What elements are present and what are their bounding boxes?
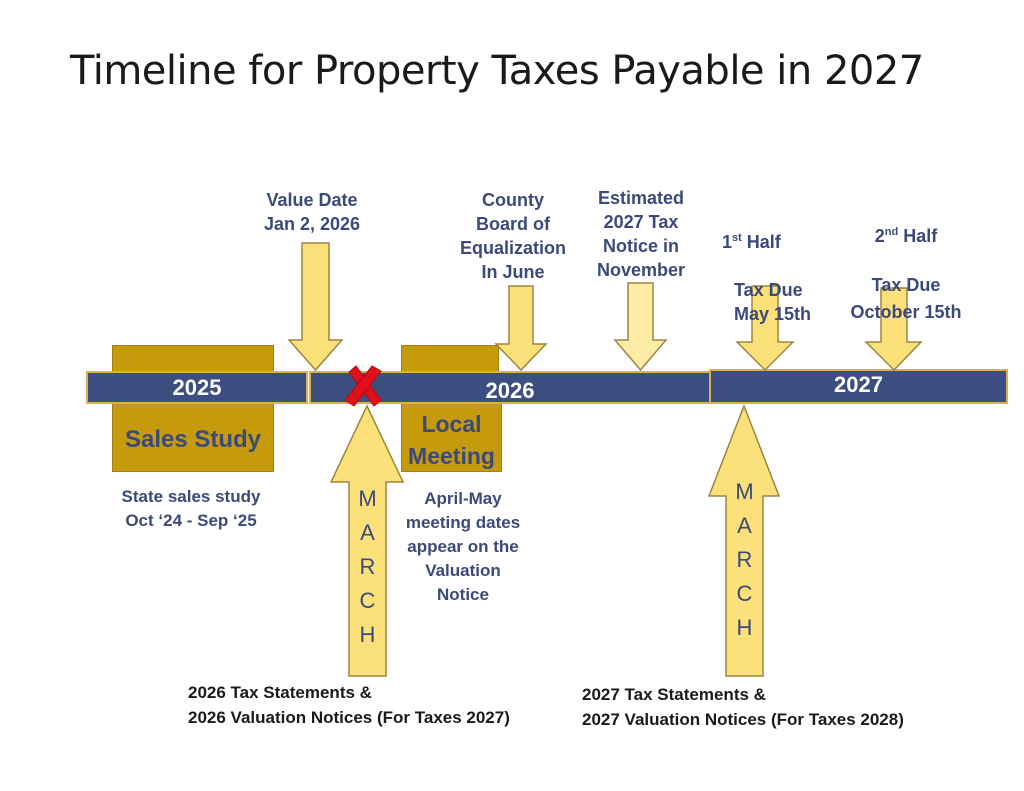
second-half-title: 2nd Half — [874, 226, 938, 246]
march-letter: C — [736, 581, 753, 606]
local-meeting-label: Local Meeting — [408, 411, 495, 469]
first-half-due: Tax Due May 15th — [734, 280, 812, 324]
value-date-label: Value Date Jan 2, 2026 — [263, 190, 361, 234]
march-letter: C — [359, 588, 376, 613]
county-board-arrow — [494, 285, 548, 372]
march-letter: R — [736, 547, 753, 572]
march-2026-text: M A R C H — [349, 482, 386, 652]
estimated-notice-label: Estimated 2027 Tax Notice in November — [596, 188, 686, 280]
estimated-notice-arrow — [613, 282, 668, 372]
march-letter: A — [360, 520, 375, 545]
value-date-arrow — [287, 242, 344, 372]
timeline-bar-2027: 2027 — [709, 369, 1008, 404]
timeline-bar-2025: 2025 — [86, 371, 308, 404]
first-half-arrow — [735, 285, 795, 372]
march-letter: M — [358, 486, 377, 511]
local-meeting-description: April-May meeting dates appear on the Va… — [405, 489, 521, 604]
sales-study-description: State sales study Oct ‘24 - Sep ‘25 — [121, 487, 261, 530]
march-letter: H — [736, 615, 753, 640]
sales-study-box-top — [112, 345, 274, 373]
county-board-label: County Board of Equalization In June — [459, 190, 566, 282]
local-meeting-box: Local Meeting — [401, 403, 502, 472]
local-meeting-box-top — [401, 345, 499, 373]
x-mark-icon — [344, 365, 382, 407]
sales-study-box: Sales Study — [112, 403, 274, 472]
first-half-title: 1st Half — [722, 232, 781, 252]
sales-study-label: Sales Study — [124, 426, 262, 453]
march-2027-arrow — [707, 403, 781, 677]
march-letter: R — [359, 554, 376, 579]
second-half-label: 2nd Half Tax Due October 15th — [836, 200, 976, 350]
first-half-label: 1st Half Tax Due May 15th — [722, 206, 818, 350]
second-half-arrow — [864, 287, 923, 372]
march-2026-statements: 2026 Tax Statements & 2026 Valuation Not… — [188, 683, 510, 727]
second-half-due: Tax Due October 15th — [850, 275, 962, 322]
march-2026-arrow — [329, 404, 405, 677]
march-letter: H — [359, 622, 376, 647]
year-label-2025: 2025 — [172, 374, 222, 400]
year-label-2027: 2027 — [834, 371, 883, 397]
march-2027-statements: 2027 Tax Statements & 2027 Valuation Not… — [582, 685, 904, 729]
march-letter: A — [737, 513, 752, 538]
year-label-2026: 2026 — [485, 377, 535, 403]
page-title: Timeline for Property Taxes Payable in 2… — [70, 48, 924, 94]
march-2027-text: M A R C H — [726, 475, 763, 645]
march-letter: M — [735, 479, 754, 504]
